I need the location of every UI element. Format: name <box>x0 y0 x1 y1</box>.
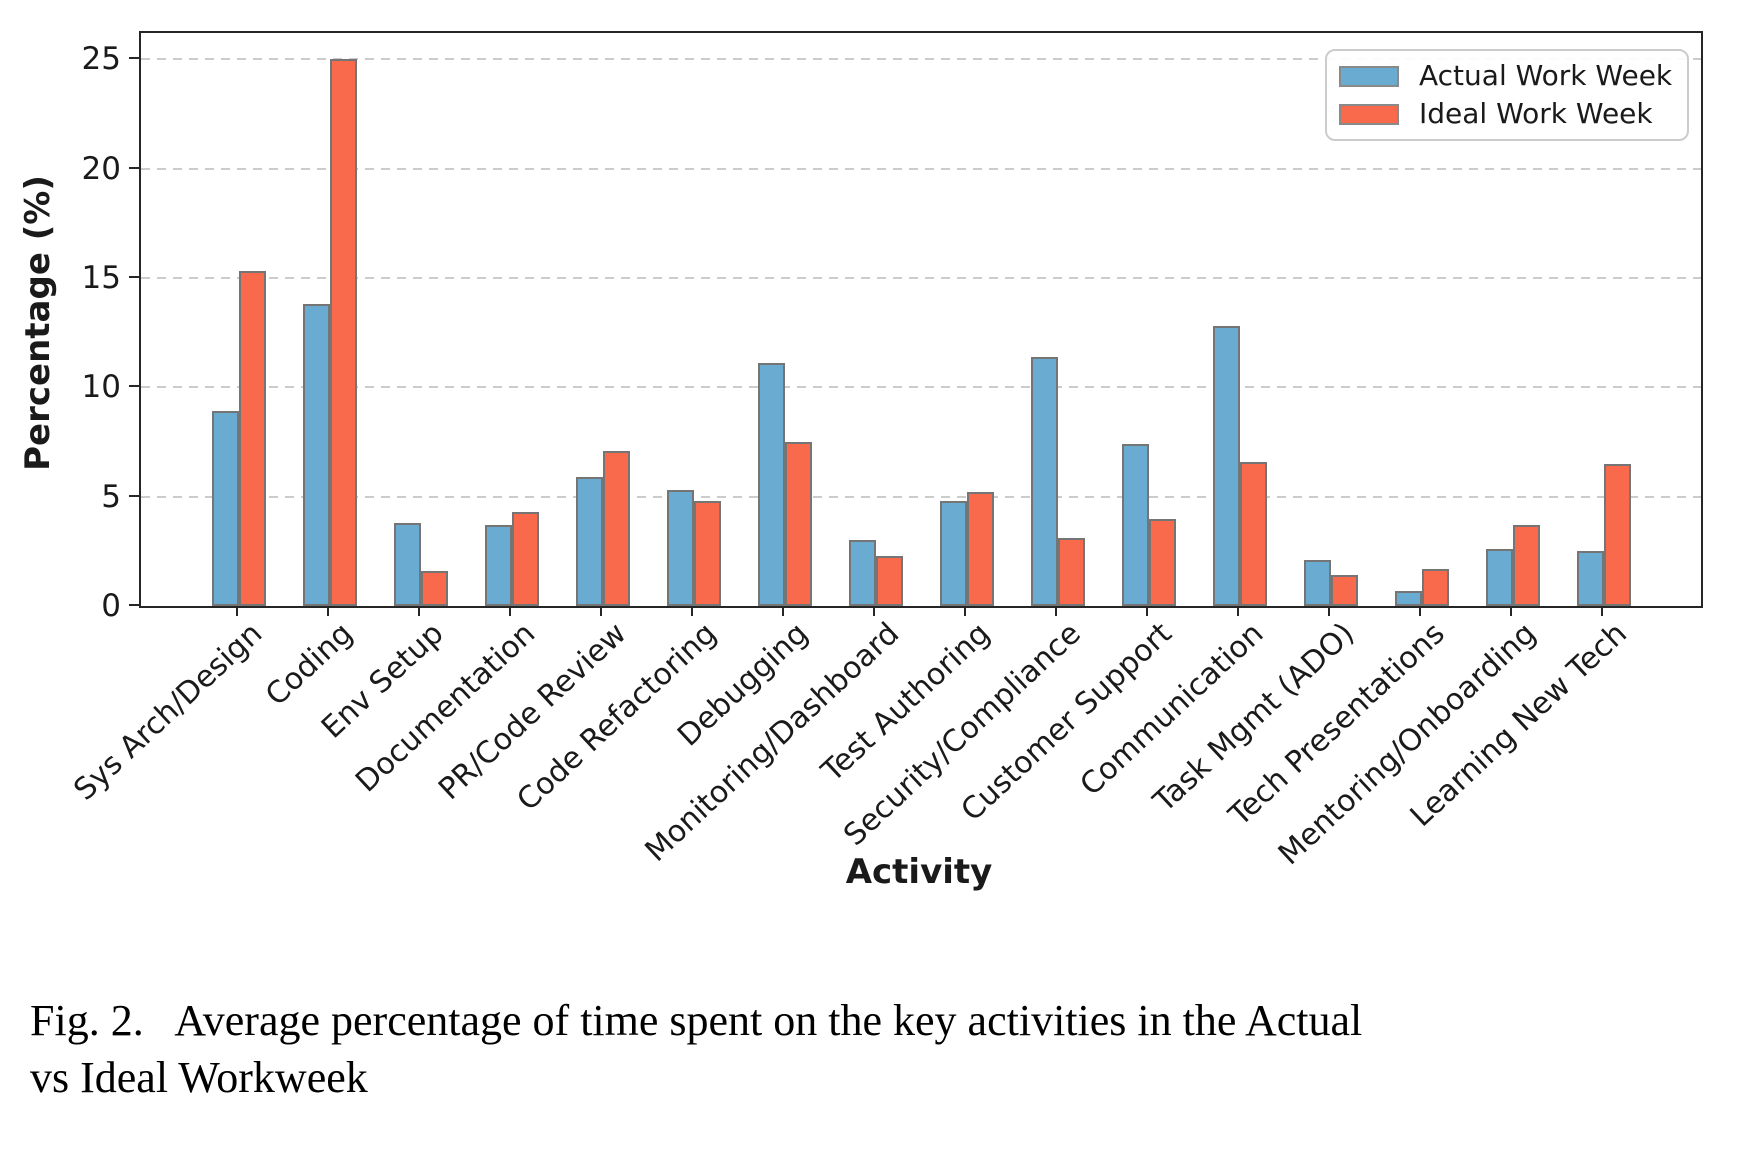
bar-ideal-coding <box>330 59 357 606</box>
y-tick-label-15: 15 <box>81 259 121 296</box>
bar-ideal-security-compliance <box>1058 538 1085 606</box>
bar-ideal-tech-presentations <box>1422 569 1449 606</box>
bar-ideal-test-authoring <box>967 492 994 606</box>
legend-row-actual: Actual Work Week <box>1339 62 1687 90</box>
y-axis-title: Percentage (%) <box>18 175 58 471</box>
bar-ideal-monitoring-dashboard <box>876 556 903 606</box>
caption-line-2: vs Ideal Workweek <box>30 1053 368 1102</box>
bar-actual-pr-code-review <box>576 477 603 606</box>
bar-ideal-task-mgmt-ado- <box>1331 575 1358 606</box>
bar-actual-security-compliance <box>1031 357 1058 606</box>
y-tick-mark-0 <box>129 604 139 606</box>
y-tick-mark-20 <box>129 166 139 169</box>
bar-actual-sys-arch-design <box>212 411 239 606</box>
bar-ideal-pr-code-review <box>603 451 630 606</box>
x-tick-mark-3 <box>509 606 511 616</box>
bar-ideal-documentation <box>512 512 539 606</box>
x-tick-mark-0 <box>236 606 238 616</box>
x-tick-mark-7 <box>873 606 875 616</box>
bar-actual-mentoring-onboarding <box>1486 549 1513 606</box>
x-tick-mark-12 <box>1328 606 1330 616</box>
x-tick-mark-14 <box>1510 606 1512 616</box>
x-tick-mark-1 <box>327 606 329 616</box>
legend-row-ideal: Ideal Work Week <box>1339 100 1687 128</box>
x-tick-mark-6 <box>782 606 784 616</box>
x-axis-title: Activity <box>845 852 993 892</box>
y-tick-mark-15 <box>129 275 139 278</box>
bar-ideal-customer-support <box>1149 519 1176 606</box>
y-tick-label-10: 10 <box>81 369 121 406</box>
bar-ideal-sys-arch-design <box>239 271 266 606</box>
legend-label-ideal: Ideal Work Week <box>1419 97 1653 130</box>
bar-actual-learning-new-tech <box>1577 551 1604 606</box>
legend-swatch-actual <box>1339 65 1399 87</box>
x-tick-mark-9 <box>1055 606 1057 616</box>
bar-actual-documentation <box>485 525 512 606</box>
x-tick-mark-8 <box>964 606 966 616</box>
bar-ideal-communication <box>1240 462 1267 606</box>
bar-actual-code-refactoring <box>667 490 694 606</box>
x-tick-mark-15 <box>1601 606 1603 616</box>
bar-actual-coding <box>303 304 330 606</box>
bar-actual-task-mgmt-ado- <box>1304 560 1331 606</box>
bar-ideal-env-setup <box>421 571 448 606</box>
y-tick-label-0: 0 <box>101 588 121 624</box>
bar-actual-monitoring-dashboard <box>849 540 876 606</box>
y-tick-mark-5 <box>129 494 139 497</box>
plot-area: Actual Work Week Ideal Work Week <box>139 31 1703 608</box>
gridline-y-15 <box>141 276 1701 279</box>
x-tick-mark-5 <box>691 606 693 616</box>
x-tick-mark-2 <box>418 606 420 616</box>
y-tick-label-25: 25 <box>81 41 121 78</box>
gridline-y-5 <box>141 495 1701 498</box>
bar-actual-communication <box>1213 326 1240 606</box>
gridline-y-10 <box>141 386 1701 389</box>
bar-actual-env-setup <box>394 523 421 606</box>
y-tick-mark-25 <box>129 57 139 60</box>
figure-caption: Fig. 2. Average percentage of time spent… <box>30 992 1670 1106</box>
y-tick-label-20: 20 <box>81 150 121 187</box>
bar-ideal-mentoring-onboarding <box>1513 525 1540 606</box>
caption-line-1: Fig. 2. Average percentage of time spent… <box>30 996 1363 1045</box>
bar-ideal-code-refactoring <box>694 501 721 606</box>
legend: Actual Work Week Ideal Work Week <box>1325 49 1689 141</box>
legend-swatch-ideal <box>1339 103 1399 125</box>
gridline-y-20 <box>141 167 1701 170</box>
x-tick-mark-10 <box>1146 606 1148 616</box>
x-tick-mark-13 <box>1419 606 1421 616</box>
bar-actual-test-authoring <box>940 501 967 606</box>
gridline-y-25 <box>141 58 1701 61</box>
bar-ideal-learning-new-tech <box>1604 464 1631 606</box>
x-tick-label-sys-arch-design: Sys Arch/Design <box>67 616 269 808</box>
legend-label-actual: Actual Work Week <box>1419 59 1673 92</box>
y-tick-mark-10 <box>129 385 139 388</box>
y-tick-label-5: 5 <box>101 478 121 515</box>
bar-actual-customer-support <box>1122 444 1149 606</box>
bar-ideal-debugging <box>785 442 812 606</box>
bar-actual-tech-presentations <box>1395 591 1422 606</box>
bar-actual-debugging <box>758 363 785 606</box>
x-tick-mark-11 <box>1237 606 1239 616</box>
x-tick-mark-4 <box>600 606 602 616</box>
